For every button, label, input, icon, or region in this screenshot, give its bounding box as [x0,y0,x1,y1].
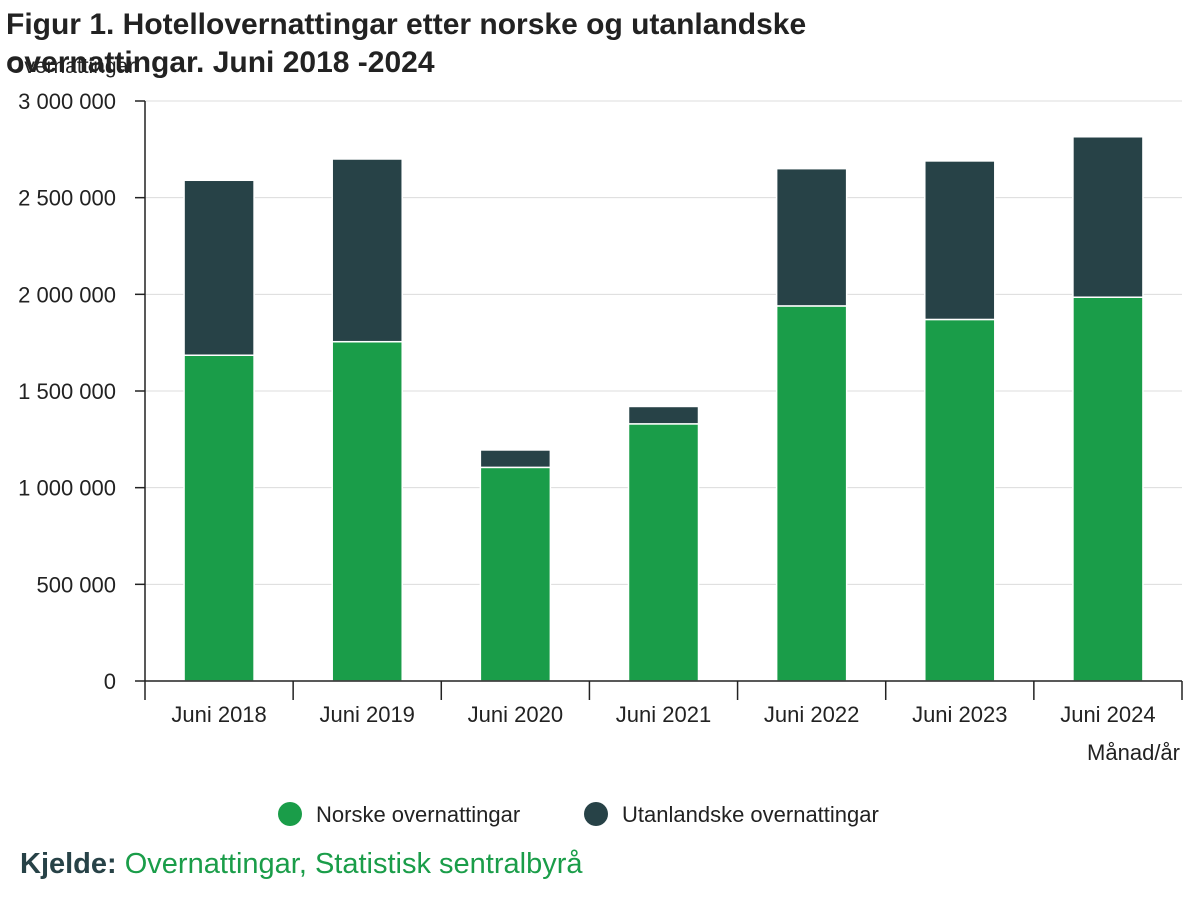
bar-utanlandske [924,160,996,321]
chart-title: Figur 1. Hotellovernattingar etter norsk… [6,8,807,79]
legend-marker [278,802,302,826]
x-tick-label: Juni 2020 [468,702,563,727]
bar-norske [331,340,403,682]
x-tick-label: Juni 2019 [320,702,415,727]
y-tick-label: 3 000 000 [18,89,116,114]
y-axis-ticks: 0 500 000 1 000 000 1 500 000 2 000 000 2 500… [18,89,145,694]
x-axis-ticks: Juni 2018 Juni 2019 Juni 2020 Juni 2021 Juni… [144,681,1183,727]
y-tick-label: 0 [104,669,116,694]
bar-norske [775,305,848,682]
legend-marker [584,802,608,826]
y-tick-label: 1 000 000 [18,476,116,501]
legend-label: Utanlandske overnattingar [622,802,879,827]
x-tick-label: Juni 2023 [912,702,1007,727]
y-tick-label: 500 000 [36,572,116,597]
bars [183,136,1144,682]
legend-label: Norske overnattingar [316,802,520,827]
source-link[interactable]: Overnattingar, Statistisk sentralbyrå [124,848,583,880]
y-axis-label: Overnattingar [8,55,135,78]
y-tick-label: 2 500 000 [18,186,116,211]
x-tick-label: Juni 2022 [764,702,859,727]
y-tick-label: 2 000 000 [18,282,116,307]
source-label: Kjelde: [20,848,117,880]
axes [144,101,1182,682]
bar-utanlandske [775,167,848,307]
legend: Norske overnattingar Utanlandske overnatt… [278,802,879,827]
bar-norske [183,354,255,682]
bar-norske [924,318,996,682]
bar-utanlandske [1072,136,1144,298]
x-tick-label: Juni 2021 [616,702,711,727]
x-tick-label: Juni 2024 [1060,702,1155,727]
bar-utanlandske [331,158,403,343]
x-tick-label: Juni 2018 [171,702,266,727]
bar-utanlandske [479,449,552,469]
bar-utanlandske [627,405,700,425]
bar-utanlandske [183,179,255,356]
source-line: Kjelde: Overnattingar, Statistisk sentra… [20,848,583,881]
bar-norske [627,423,700,682]
y-tick-label: 1 500 000 [18,379,116,404]
bar-norske [1072,296,1144,682]
x-axis-label: Månad/år [1087,740,1180,765]
bar-norske [479,466,552,682]
